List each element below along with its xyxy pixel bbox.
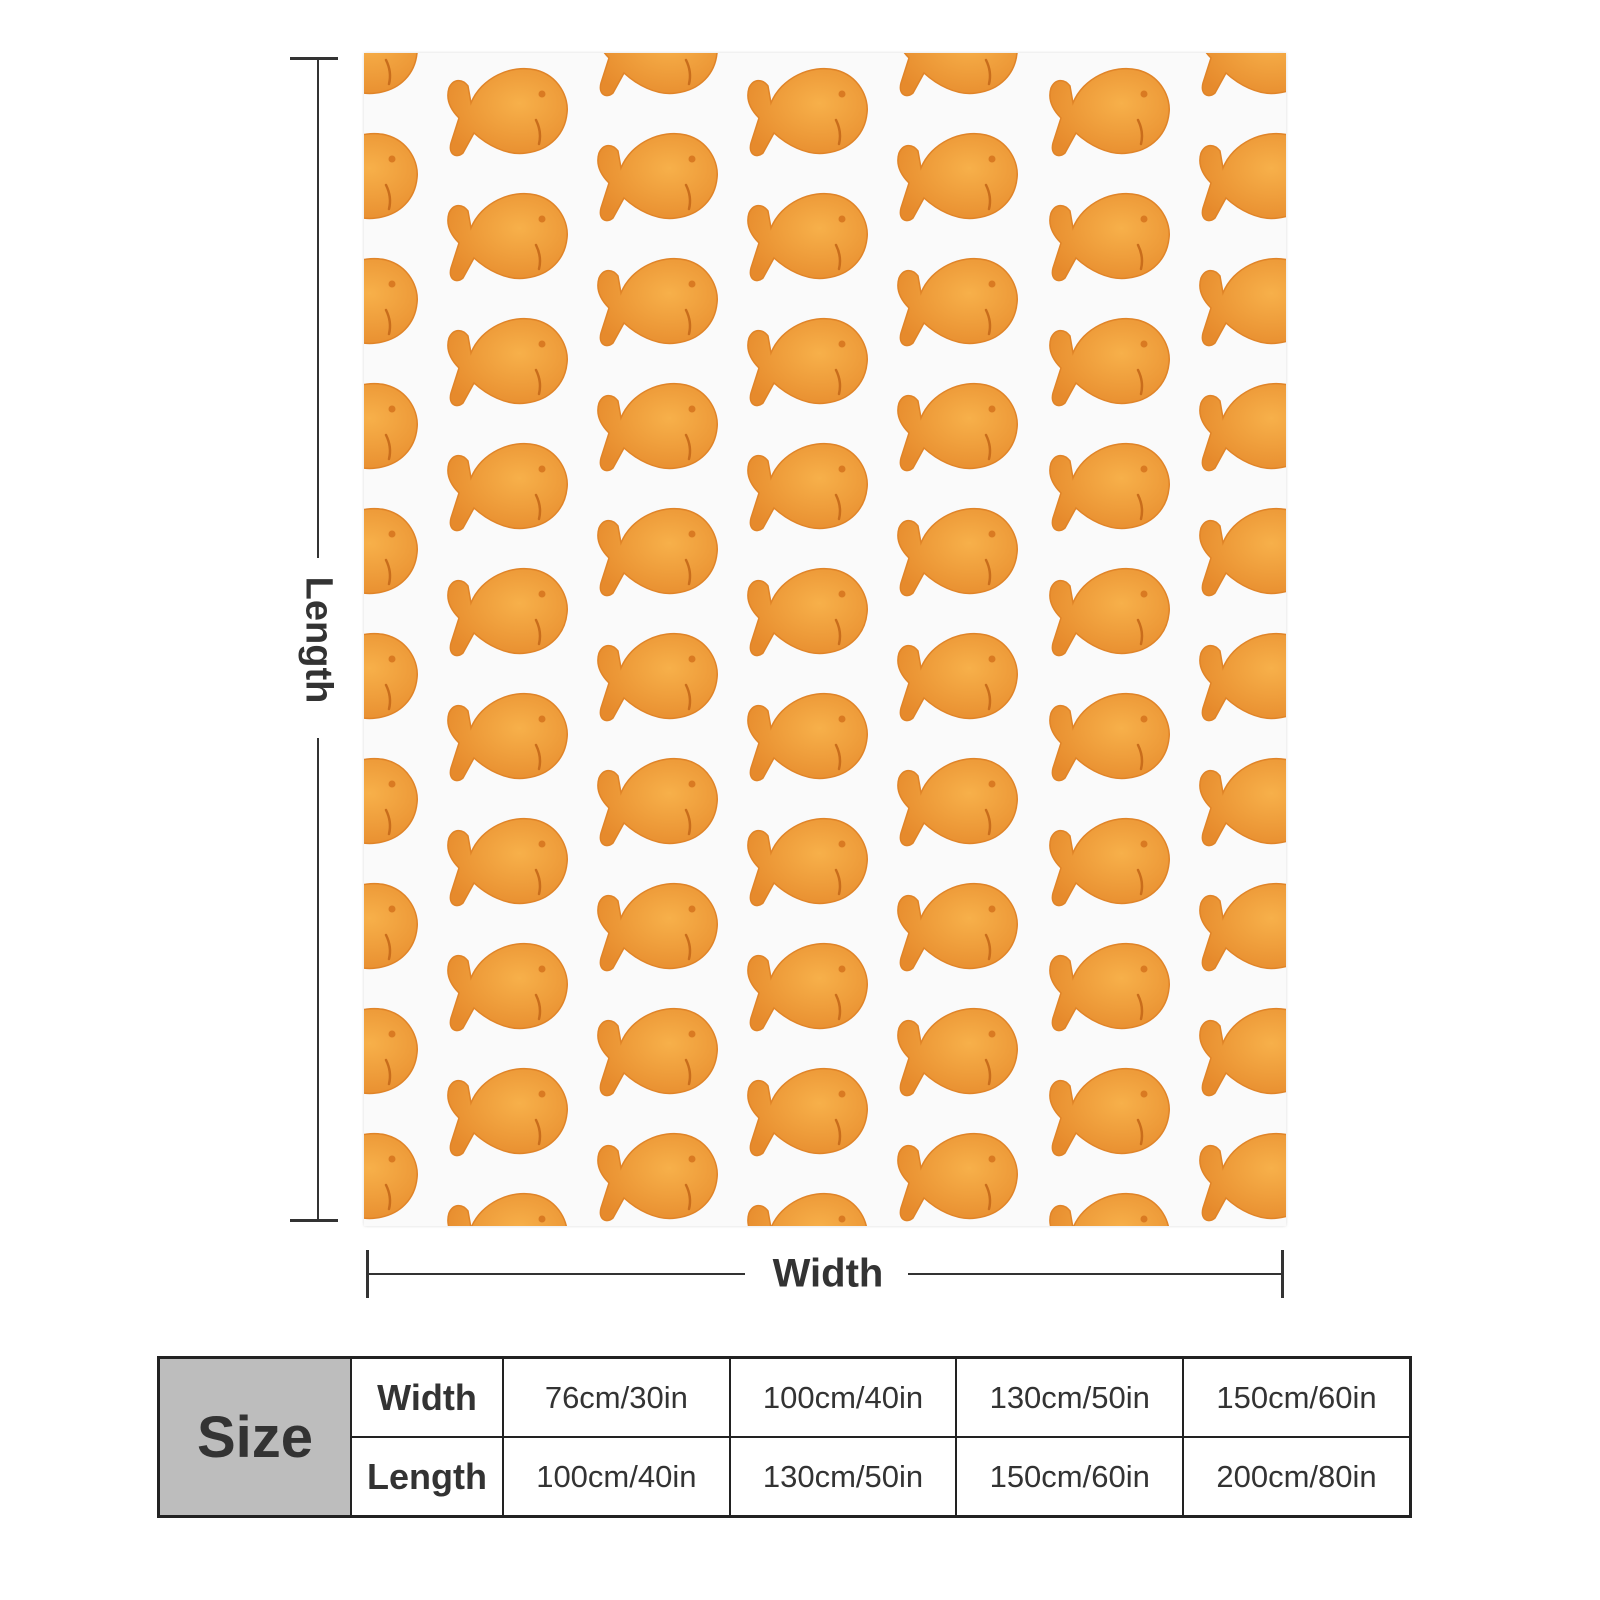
goldfish-cracker-icon <box>1049 192 1170 282</box>
goldfish-cracker-icon <box>1049 942 1170 1032</box>
goldfish-cracker-icon <box>897 632 1018 722</box>
blanket-preview <box>364 53 1286 1226</box>
goldfish-cracker-icon <box>447 317 568 407</box>
length-cell: 130cm/50in <box>728 1436 958 1518</box>
goldfish-cracker-icon <box>597 1132 718 1222</box>
goldfish-cracker-icon <box>1049 1192 1170 1226</box>
width-ruler-right <box>908 1273 1283 1275</box>
goldfish-cracker-icon <box>747 1192 868 1226</box>
goldfish-cracker-icon <box>597 882 718 972</box>
goldfish-cracker-icon <box>747 442 868 532</box>
goldfish-cracker-icon <box>597 132 718 222</box>
goldfish-cracker-icon <box>447 442 568 532</box>
size-title: Size <box>157 1356 352 1518</box>
goldfish-cracker-icon <box>364 1007 418 1095</box>
length-cell: 150cm/60in <box>955 1436 1185 1518</box>
goldfish-cracker-icon <box>364 882 418 970</box>
goldfish-cracker-icon <box>899 53 1018 97</box>
goldfish-cracker-icon <box>747 942 868 1032</box>
goldfish-cracker-icon <box>897 882 1018 972</box>
goldfish-cracker-icon <box>364 632 418 720</box>
goldfish-cracker-icon <box>1199 382 1286 472</box>
goldfish-cracker-icon <box>747 67 868 157</box>
goldfish-cracker-icon <box>447 192 568 282</box>
width-cell: 150cm/60in <box>1182 1356 1412 1438</box>
goldfish-cracker-icon <box>364 53 418 95</box>
length-ruler <box>317 58 320 1221</box>
goldfish-cracker-icon <box>447 1067 568 1157</box>
width-label: Width <box>772 1251 884 1296</box>
goldfish-cracker-icon <box>1049 442 1170 532</box>
goldfish-cracker-icon <box>747 817 868 907</box>
goldfish-cracker-icon <box>897 132 1018 222</box>
goldfish-cracker-icon <box>597 507 718 597</box>
goldfish-cracker-icon <box>897 757 1018 847</box>
length-row-header: Length <box>350 1436 504 1518</box>
length-ruler-top-tick <box>290 57 338 60</box>
goldfish-cracker-icon <box>1201 53 1286 97</box>
goldfish-cracker-icon <box>1199 1007 1286 1097</box>
goldfish-cracker-icon <box>897 1007 1018 1097</box>
goldfish-cracker-icon <box>747 567 868 657</box>
goldfish-cracker-icon <box>1199 882 1286 972</box>
goldfish-cracker-icon <box>1199 1132 1286 1222</box>
goldfish-cracker-icon <box>1199 757 1286 847</box>
goldfish-cracker-icon <box>447 692 568 782</box>
goldfish-cracker-icon <box>897 1132 1018 1222</box>
goldfish-cracker-icon <box>1199 132 1286 222</box>
goldfish-cracker-icon <box>597 382 718 472</box>
goldfish-cracker-icon <box>1199 632 1286 722</box>
goldfish-cracker-icon <box>897 382 1018 472</box>
goldfish-cracker-icon <box>1199 507 1286 597</box>
goldfish-pattern <box>364 53 1286 1226</box>
width-cell: 130cm/50in <box>955 1356 1185 1438</box>
goldfish-cracker-icon <box>1049 317 1170 407</box>
goldfish-cracker-icon <box>747 192 868 282</box>
goldfish-cracker-icon <box>747 317 868 407</box>
width-row-header: Width <box>350 1356 504 1438</box>
goldfish-cracker-icon <box>897 507 1018 597</box>
width-cell: 76cm/30in <box>502 1356 731 1438</box>
goldfish-cracker-icon <box>447 67 568 157</box>
width-cell: 100cm/40in <box>728 1356 958 1438</box>
goldfish-cracker-icon <box>747 1067 868 1157</box>
goldfish-cracker-icon <box>447 942 568 1032</box>
length-ruler-bottom-tick <box>290 1219 338 1222</box>
goldfish-cracker-icon <box>597 257 718 347</box>
goldfish-cracker-icon <box>747 692 868 782</box>
goldfish-cracker-icon <box>447 567 568 657</box>
goldfish-cracker-icon <box>597 632 718 722</box>
goldfish-cracker-icon <box>364 382 418 470</box>
goldfish-cracker-icon <box>364 757 418 845</box>
goldfish-cracker-icon <box>447 1192 568 1226</box>
goldfish-cracker-icon <box>599 53 718 97</box>
goldfish-cracker-icon <box>1199 257 1286 347</box>
goldfish-cracker-icon <box>364 507 418 595</box>
goldfish-cracker-icon <box>1049 67 1170 157</box>
goldfish-cracker-icon <box>597 757 718 847</box>
size-table: Size Width 76cm/30in 100cm/40in 130cm/50… <box>157 1356 1412 1518</box>
length-cell: 100cm/40in <box>502 1436 731 1518</box>
goldfish-cracker-icon <box>597 1007 718 1097</box>
goldfish-cracker-icon <box>1049 1067 1170 1157</box>
goldfish-cracker-icon <box>364 1132 418 1220</box>
goldfish-cracker-icon <box>364 257 418 345</box>
goldfish-cracker-icon <box>447 817 568 907</box>
length-label: Length <box>297 576 340 704</box>
goldfish-cracker-icon <box>897 257 1018 347</box>
width-ruler-left <box>367 1273 745 1275</box>
goldfish-cracker-icon <box>364 132 418 220</box>
goldfish-cracker-icon <box>1049 692 1170 782</box>
goldfish-cracker-icon <box>1049 567 1170 657</box>
length-cell: 200cm/80in <box>1182 1436 1412 1518</box>
goldfish-cracker-icon <box>1049 817 1170 907</box>
